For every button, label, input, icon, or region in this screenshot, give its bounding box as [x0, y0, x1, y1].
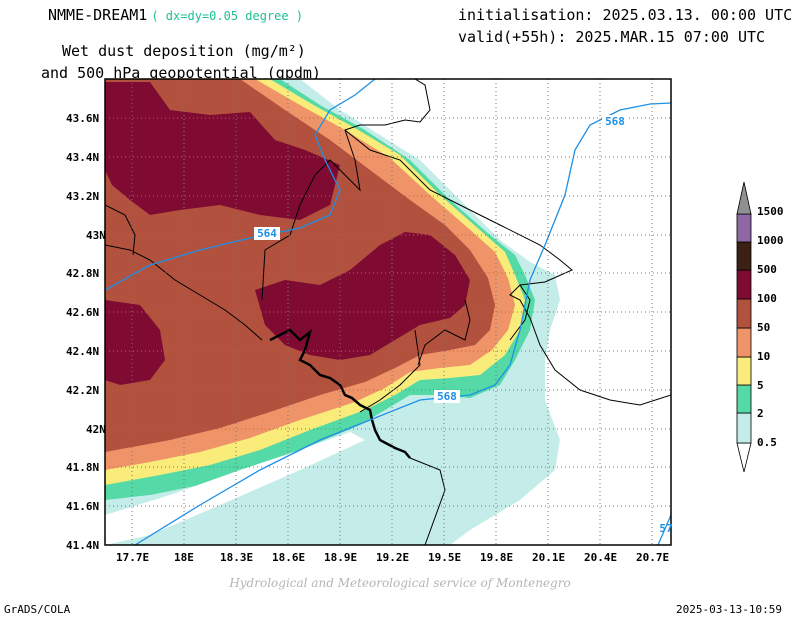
geopotential-contours [105, 79, 671, 545]
dust-field [105, 79, 671, 545]
colorbar-label: 50 [757, 321, 771, 334]
colorbar-label: 1500 [757, 205, 784, 218]
colorbar-swatch-100 [736, 269, 752, 300]
sea-clear [105, 432, 365, 545]
contour-label: 57 [659, 522, 672, 535]
field-title-line2: and 500 hPa geopotential (gpdm) [41, 64, 321, 82]
colorbar-swatch-10 [736, 327, 752, 358]
lon-label: 19.8E [480, 551, 514, 564]
valid-time: valid(+55h): 2025.MAR.15 07:00 UTC [458, 28, 766, 46]
lat-label: 42.6N [66, 306, 100, 319]
lat-label: 42.2N [66, 384, 100, 397]
contour-label: 568 [605, 115, 625, 128]
model-title: NMME-DREAM1( dx=dy=0.05 degree ) [48, 6, 303, 24]
colorbar-label: 100 [757, 292, 777, 305]
colorbar-label: 1000 [757, 234, 784, 247]
lat-label: 41.8N [66, 461, 100, 474]
contour-label: 568 [437, 390, 457, 403]
init-time: initialisation: 2025.03.13. 00:00 UTC [458, 6, 793, 24]
lon-label: 18.3E [220, 551, 254, 564]
lon-label: 20.7E [636, 551, 670, 564]
colorbar-label: 0.5 [757, 436, 777, 449]
dust-band-100-b [255, 232, 470, 360]
lon-label: 17.7E [116, 551, 150, 564]
borders [105, 79, 671, 545]
lon-label: 20.1E [532, 551, 566, 564]
resolution-note: ( dx=dy=0.05 degree ) [151, 9, 304, 23]
contour-label: 564 [257, 227, 277, 240]
lat-label: 42.8N [66, 267, 100, 280]
lat-label: 42.4N [66, 345, 100, 358]
lon-label: 19.5E [428, 551, 462, 564]
dust-band-100-c [105, 300, 165, 385]
colorbar-under-arrow [736, 442, 752, 473]
lat-label: 41.4N [66, 539, 100, 552]
coastline [269, 328, 411, 459]
colorbar-swatch-1000 [736, 213, 752, 243]
field-title-line1: Wet dust deposition (mg/m²) [62, 42, 306, 60]
footer-timestamp: 2025-03-13-10:59 [676, 603, 782, 616]
footer-software: GrADS/COLA [4, 603, 71, 616]
colorbar-swatch-50 [736, 298, 752, 329]
colorbar-label: 2 [757, 407, 764, 420]
credit-line: Hydrological and Meteorological service … [229, 576, 571, 590]
colorbar-swatch-5 [736, 356, 752, 386]
colorbar-swatch-0.5 [736, 412, 752, 444]
colorbar-label: 10 [757, 350, 771, 363]
lat-label: 43.2N [66, 190, 100, 203]
lat-label: 42N [86, 423, 106, 436]
lon-label: 19.2E [376, 551, 410, 564]
lon-label: 18.6E [272, 551, 306, 564]
lon-label: 20.4E [584, 551, 618, 564]
colorbar-over-arrow [736, 181, 752, 215]
dust-band-100-d [400, 272, 435, 300]
lon-label: 18E [174, 551, 194, 564]
colorbar-label: 500 [757, 263, 777, 276]
lat-label: 43.4N [66, 151, 100, 164]
lat-label: 43.6N [66, 112, 100, 125]
colorbar [736, 181, 752, 473]
lat-label: 41.6N [66, 500, 100, 513]
lon-label: 18.9E [324, 551, 358, 564]
lat-label: 43N [86, 229, 106, 242]
contour-labels: 564 568 568 57 [254, 115, 673, 535]
colorbar-swatch-2 [736, 384, 752, 414]
colorbar-swatch-500 [736, 241, 752, 271]
dust-band-100-a [105, 82, 340, 220]
map-frame [104, 78, 672, 546]
graticule [105, 79, 671, 545]
model-name: NMME-DREAM1 [48, 6, 148, 24]
colorbar-label: 5 [757, 379, 764, 392]
